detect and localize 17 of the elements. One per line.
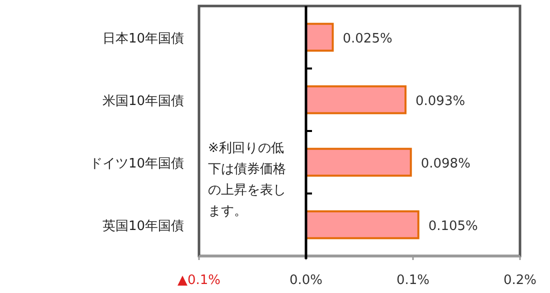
bar (305, 22, 334, 52)
x-tick-label: 0.0% (289, 273, 323, 288)
y-tick-label: 日本10年国債 (102, 31, 184, 46)
x-tick-label: ▲0.1% (177, 273, 221, 288)
x-tick-label: 0.2% (503, 273, 537, 288)
bar (305, 85, 407, 114)
data-label: 0.105% (428, 218, 478, 234)
bar (305, 210, 420, 240)
data-label: 0.093% (416, 94, 466, 109)
data-label: 0.098% (420, 156, 470, 172)
data-label: 0.025% (342, 31, 392, 46)
annotation: ※利回りの低下は債券価格の上昇を表します。 (208, 140, 287, 221)
y-tick-label: 英国10年国債 (102, 218, 184, 234)
bar (305, 148, 412, 177)
y-tick-label: 米国10年国債 (102, 94, 184, 109)
x-tick-label: 0.1% (396, 273, 430, 288)
y-tick-label: ドイツ10年国債 (89, 156, 184, 172)
